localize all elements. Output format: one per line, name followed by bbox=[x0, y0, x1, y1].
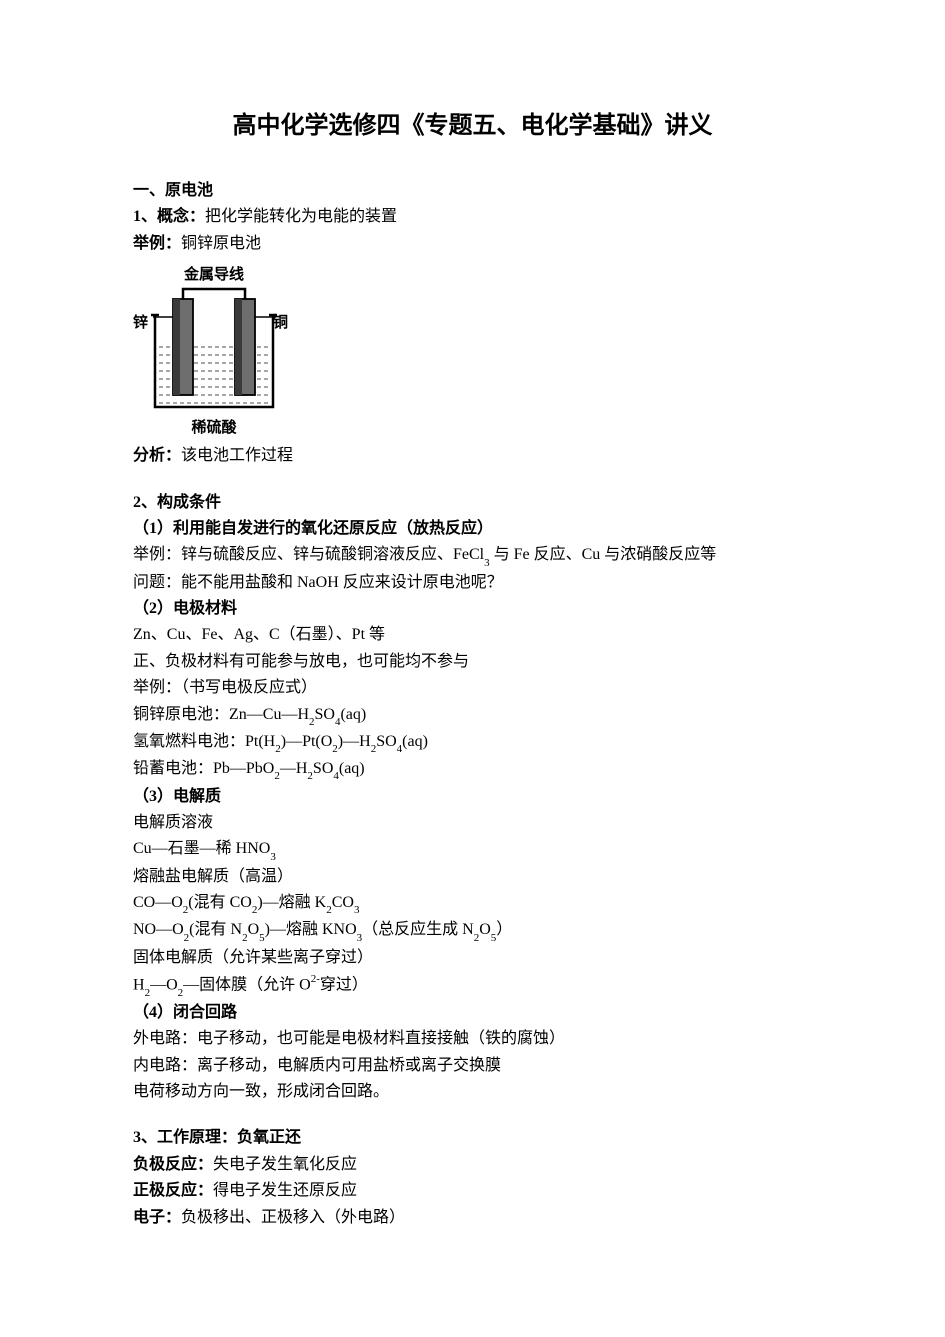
galvanic-cell-diagram: 金属导线 锌 铜 bbox=[133, 263, 812, 437]
example-label: 举例： bbox=[133, 235, 181, 252]
cond-4-l3: 电荷移动方向一致，形成闭合回路。 bbox=[133, 1079, 812, 1105]
pos-electrode-line: 正极反应：得电子发生还原反应 bbox=[133, 1178, 812, 1204]
cond-1-l1: 举例：锌与硫酸反应、锌与硫酸铜溶液反应、FeCl3 与 Fe 反应、Cu 与浓硝… bbox=[133, 542, 812, 569]
cond-3-l6: 固体电解质（允许某些离子穿过） bbox=[133, 945, 812, 971]
cond-3-l4: CO—O2(混有 CO2)—熔融 K2CO3 bbox=[133, 890, 812, 917]
analysis-text: 该电池工作过程 bbox=[181, 447, 293, 464]
document-page: 高中化学选修四《专题五、电化学基础》讲义 一、原电池 1、概念：把化学能转化为电… bbox=[0, 0, 945, 1291]
cond-2-l1: Zn、Cu、Fe、Ag、C（石墨）、Pt 等 bbox=[133, 622, 812, 648]
cond-4-l2: 内电路：离子移动，电解质内可用盐桥或离子交换膜 bbox=[133, 1053, 812, 1079]
section-1-head: 一、原电池 bbox=[133, 178, 812, 204]
concept-text: 把化学能转化为电能的装置 bbox=[205, 208, 397, 225]
doc-title: 高中化学选修四《专题五、电化学基础》讲义 bbox=[133, 105, 812, 140]
cond-2-l3: 举例：（书写电极反应式） bbox=[133, 675, 812, 701]
neg-electrode-line: 负极反应：失电子发生氧化反应 bbox=[133, 1152, 812, 1178]
example-line: 举例：铜锌原电池 bbox=[133, 231, 812, 257]
cond-3-l3: 熔融盐电解质（高温） bbox=[133, 864, 812, 890]
neg-text: 失电子发生氧化反应 bbox=[213, 1156, 357, 1173]
cond-3-l1: 电解质溶液 bbox=[133, 810, 812, 836]
cond-2-head: （2）电极材料 bbox=[133, 596, 812, 622]
cond-3-l2: Cu—石墨—稀 HNO3 bbox=[133, 836, 812, 863]
neg-label: 负极反应： bbox=[133, 1156, 213, 1173]
cond-3-l5: NO—O2(混有 N2O5)—熔融 KNO3（总反应生成 N2O5） bbox=[133, 917, 812, 944]
analysis-line: 分析：该电池工作过程 bbox=[133, 443, 812, 469]
cond-4-head: （4）闭合回路 bbox=[133, 1000, 812, 1026]
cond-2-l5: 氢氧燃料电池：Pt(H2)—Pt(O2)—H2SO4(aq) bbox=[133, 729, 812, 756]
cond-3-head: （3）电解质 bbox=[133, 784, 812, 810]
electron-line: 电子：负极移出、正极移入（外电路） bbox=[133, 1205, 812, 1231]
cond-2-l4: 铜锌原电池：Zn—Cu—H2SO4(aq) bbox=[133, 702, 812, 729]
analysis-label: 分析： bbox=[133, 447, 181, 464]
cond-3-l7: H2—O2—固体膜（允许 O2-穿过） bbox=[133, 971, 812, 1000]
electron-label: 电子： bbox=[133, 1209, 181, 1226]
section-3-head: 3、工作原理：负氧正还 bbox=[133, 1125, 812, 1151]
cond-4-l1: 外电路：电子移动，也可能是电极材料直接接触（铁的腐蚀） bbox=[133, 1026, 812, 1052]
pos-text: 得电子发生还原反应 bbox=[213, 1182, 357, 1199]
concept-line: 1、概念：把化学能转化为电能的装置 bbox=[133, 204, 812, 230]
concept-label: 1、概念： bbox=[133, 208, 205, 225]
diagram-zinc-label: 锌 bbox=[133, 311, 148, 332]
cond-1-l2: 问题：能不能用盐酸和 NaOH 反应来设计原电池呢？ bbox=[133, 570, 812, 596]
pos-label: 正极反应： bbox=[133, 1182, 213, 1199]
cond-2-l6: 铅蓄电池：Pb—PbO2—H2SO4(aq) bbox=[133, 756, 812, 783]
diagram-copper-label: 铜 bbox=[273, 311, 288, 332]
section-2-head: 2、构成条件 bbox=[133, 490, 812, 516]
diagram-wire-label: 金属导线 bbox=[135, 263, 293, 285]
electron-text: 负极移出、正极移入（外电路） bbox=[181, 1209, 405, 1226]
cell-svg bbox=[133, 285, 295, 415]
diagram-acid-label: 稀硫酸 bbox=[135, 415, 293, 437]
cond-2-l2: 正、负极材料有可能参与放电，也可能均不参与 bbox=[133, 649, 812, 675]
cond-1-head: （1）利用能自发进行的氧化还原反应（放热反应） bbox=[133, 516, 812, 542]
example-text: 铜锌原电池 bbox=[181, 235, 261, 252]
